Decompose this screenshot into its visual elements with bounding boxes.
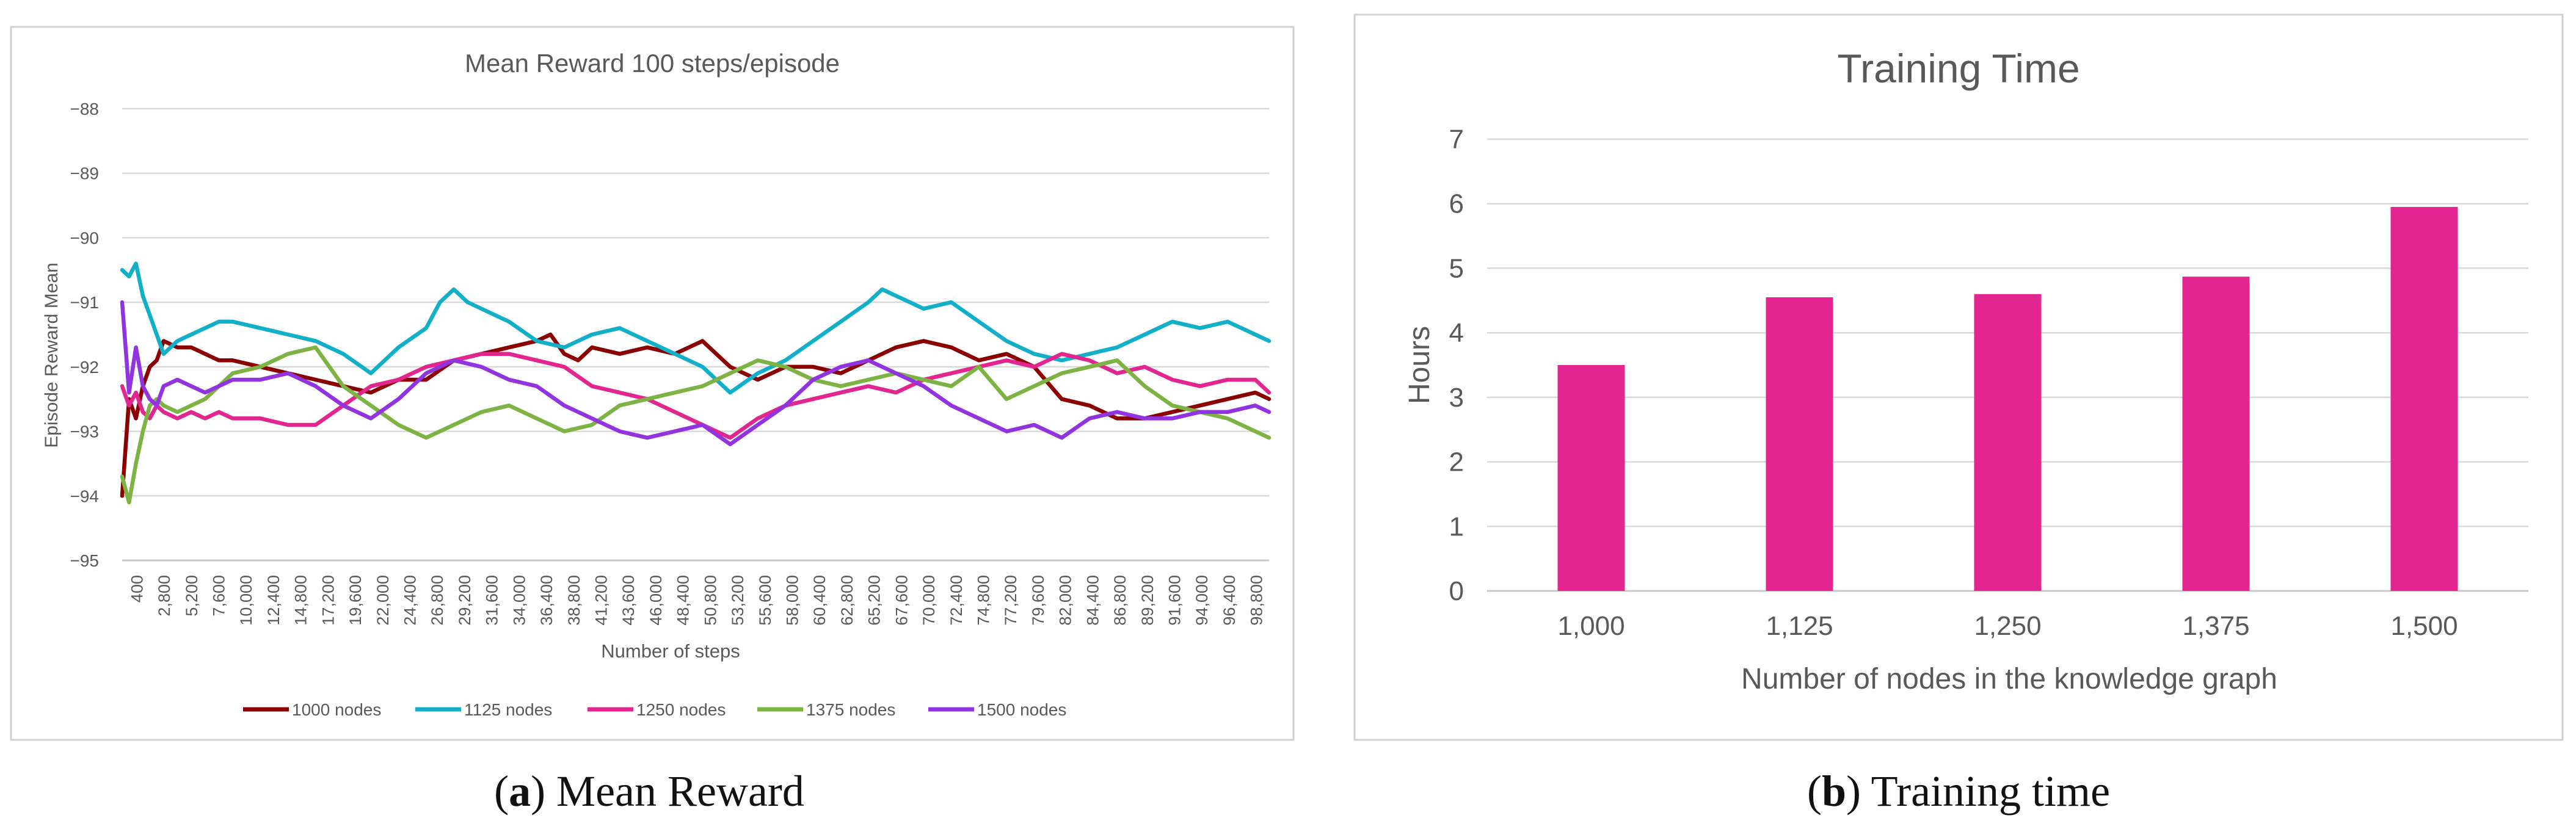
chart-a-y-tick-label: −95 <box>70 551 100 570</box>
chart-a-series-line-1375 <box>120 345 1272 505</box>
chart-a-x-tick-label: 24,400 <box>401 575 420 626</box>
chart-b-x-label: Number of nodes in the knowledge graph <box>1741 663 2277 695</box>
chart-a-x-tick-label: 79,600 <box>1029 575 1047 626</box>
chart-a-x-tick-label: 31,600 <box>483 575 501 626</box>
chart-a-x-tick-label: 70,000 <box>920 575 938 626</box>
chart-a-y-tick-label: −91 <box>70 293 100 312</box>
chart-b-bar <box>1766 297 1833 591</box>
chart-a-x-tick-label: 43,600 <box>619 575 638 626</box>
chart-a-x-tick-label: 48,400 <box>674 575 693 626</box>
chart-a-series-line-1125 <box>120 261 1272 395</box>
chart-a-y-tick-label: −89 <box>70 164 100 183</box>
chart-a-x-tick-label: 98,800 <box>1248 575 1266 626</box>
caption-a: (a) Mean Reward <box>494 767 804 816</box>
chart-a-x-tick-label: 60,400 <box>810 575 829 626</box>
chart-a-x-tick-label: 84,400 <box>1083 575 1102 626</box>
chart-a-y-tick-label: −93 <box>70 422 100 441</box>
chart-a-y-tick-label: −94 <box>70 487 100 505</box>
chart-a-legend-label: 1000 nodes <box>292 700 381 719</box>
chart-b-y-tick-label: 0 <box>1449 576 1464 606</box>
chart-b-x-tick-label: 1,250 <box>1974 611 2041 641</box>
chart-a-x-tick-label: 5,200 <box>183 575 201 617</box>
chart-a-x-tick-label: 400 <box>128 575 146 603</box>
chart-a-x-tick-label: 53,200 <box>729 575 747 626</box>
chart-a-y-tick-label: −92 <box>70 358 100 377</box>
chart-b-y-tick-label: 3 <box>1449 383 1464 413</box>
chart-b-bar <box>2182 277 2250 592</box>
chart-a-y-tick-label: −90 <box>70 228 100 247</box>
chart-a-x-tick-label: 41,200 <box>592 575 611 626</box>
chart-b-x-tick-label: 1,500 <box>2390 611 2458 641</box>
chart-b-y-tick-label: 4 <box>1449 318 1464 348</box>
chart-a-x-tick-label: 82,000 <box>1057 575 1075 626</box>
chart-a-x-tick-label: 94,000 <box>1193 575 1211 626</box>
chart-a-x-tick-label: 77,200 <box>1002 575 1020 626</box>
chart-a-title: Mean Reward 100 steps/episode <box>465 49 840 78</box>
chart-a-x-tick-label: 7,600 <box>210 575 228 617</box>
chart-a-x-tick-label: 65,200 <box>865 575 884 626</box>
chart-a-x-label: Number of steps <box>601 640 740 662</box>
chart-b-y-tick-label: 2 <box>1449 447 1464 477</box>
chart-a-y-tick-label: −88 <box>70 100 100 118</box>
chart-b-y-tick-label: 5 <box>1449 253 1464 283</box>
chart-a-x-tick-label: 17,200 <box>319 575 337 626</box>
chart-a-x-tick-label: 22,000 <box>374 575 392 626</box>
chart-a-legend-label: 1375 nodes <box>806 700 895 719</box>
chart-b-x-ticks: 1,000 1,125 1,250 1,375 1,500 <box>1557 611 2458 641</box>
chart-b-bar <box>1974 294 2042 591</box>
chart-a-x-tick-label: 89,200 <box>1138 575 1157 626</box>
chart-b-bars <box>1557 207 2458 592</box>
chart-a-x-tick-label: 46,000 <box>647 575 665 626</box>
chart-a-legend-label: 1125 nodes <box>464 700 552 719</box>
chart-a: Mean Reward 100 steps/episode −95−94−93−… <box>10 26 1295 741</box>
chart-b-y-tick-label: 7 <box>1449 125 1464 154</box>
chart-a-series-line-1500 <box>120 300 1272 446</box>
chart-a-x-tick-label: 74,800 <box>975 575 993 626</box>
chart-a-x-tick-label: 26,800 <box>428 575 446 626</box>
chart-b-y-tick-label: 6 <box>1449 189 1464 219</box>
chart-b-x-tick-label: 1,375 <box>2182 611 2249 641</box>
chart-a-x-tick-label: 86,800 <box>1111 575 1129 626</box>
chart-a-series-line-1000 <box>120 332 1272 498</box>
chart-b-y-label: Hours <box>1403 326 1436 404</box>
chart-b-y-ticks: 0 1 2 3 4 5 6 7 <box>1449 125 1464 606</box>
chart-a-x-tick-label: 14,800 <box>292 575 310 626</box>
chart-a-x-tick-label: 91,600 <box>1166 575 1184 626</box>
chart-a-x-tick-label: 12,400 <box>264 575 283 626</box>
chart-a-x-ticks: 400 2,800 5,200 7,600 10,000 12,400 14,800 17,2… <box>128 575 1265 626</box>
chart-a-x-tick-label: 10,000 <box>237 575 255 626</box>
chart-a-x-tick-label: 34,000 <box>510 575 528 626</box>
chart-a-legend: 1000 nodes 1125 nodes 1250 nodes 1375 nodes… <box>243 700 1066 719</box>
chart-a-x-tick-label: 38,800 <box>565 575 583 626</box>
chart-a-x-tick-label: 58,000 <box>784 575 802 626</box>
chart-b-y-tick-label: 1 <box>1449 512 1464 541</box>
chart-a-x-tick-label: 96,400 <box>1220 575 1239 626</box>
chart-a-x-tick-label: 67,600 <box>892 575 911 626</box>
chart-a-legend-label: 1250 nodes <box>636 700 726 719</box>
chart-b-title: Training Time <box>1837 46 2079 91</box>
chart-a-series <box>120 261 1272 505</box>
chart-a-x-tick-label: 36,400 <box>537 575 556 626</box>
chart-b-bar <box>2390 207 2458 591</box>
chart-a-x-tick-label: 2,800 <box>155 575 173 617</box>
chart-a-x-tick-label: 72,400 <box>947 575 966 626</box>
chart-a-y-label: Episode Reward Mean <box>42 262 62 448</box>
chart-a-x-tick-label: 19,600 <box>346 575 365 626</box>
chart-b-frame <box>1353 13 2564 741</box>
caption-b: (b) Training time <box>1807 767 2110 816</box>
chart-a-series-line-1250 <box>120 352 1272 440</box>
chart-a-gridlines <box>122 107 1269 562</box>
chart-a-x-tick-label: 29,200 <box>456 575 474 626</box>
chart-a-y-ticks: −95 −94 −93 −92 −91 −90 −89 −88 <box>70 100 100 570</box>
chart-a-x-tick-label: 55,600 <box>756 575 774 626</box>
chart-b-x-tick-label: 1,000 <box>1557 611 1625 641</box>
chart-a-x-tick-label: 50,800 <box>701 575 719 626</box>
chart-a-legend-label: 1500 nodes <box>977 700 1066 719</box>
chart-a-frame <box>10 26 1295 741</box>
chart-b-x-tick-label: 1,125 <box>1766 611 1833 641</box>
chart-a-x-tick-label: 62,800 <box>838 575 856 626</box>
chart-b-bar <box>1557 365 1625 591</box>
